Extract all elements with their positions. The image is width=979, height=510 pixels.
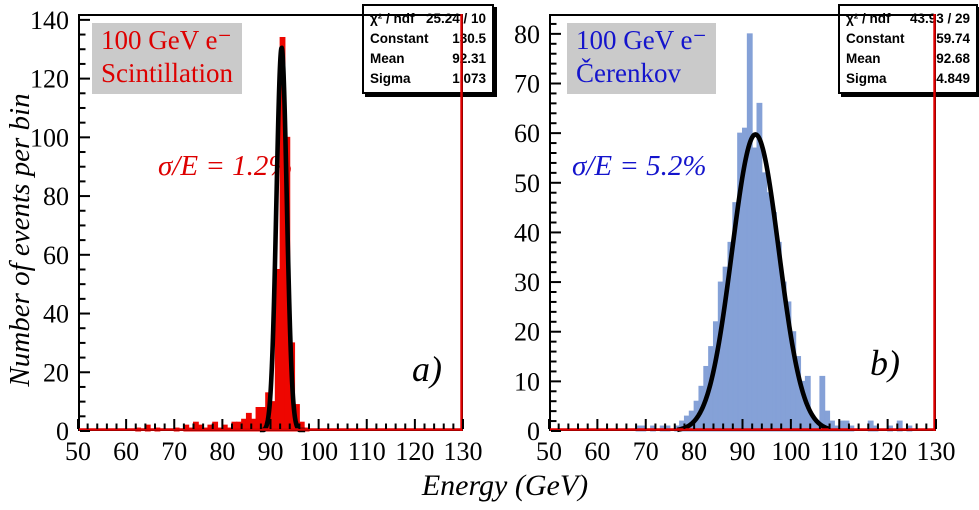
stats-row: Mean 92.68 <box>846 49 970 69</box>
x-tick-label: 70 <box>161 437 187 466</box>
y-tick-label: 10 <box>514 367 540 396</box>
x-tick-label: 100 <box>771 437 810 466</box>
y-tick-label: 60 <box>514 119 540 148</box>
panel-b-title-line2: Čerenkov <box>576 58 681 88</box>
x-tick-label: 120 <box>868 437 907 466</box>
histogram-bar <box>756 102 763 432</box>
x-axis-title: Energy (GeV) <box>421 469 589 502</box>
x-tick-label: 120 <box>395 437 434 466</box>
panel-b-letter-label: b) <box>870 343 900 383</box>
panel-b-title-box: 100 GeV e⁻ Čerenkov <box>567 23 716 94</box>
panel-b-resolution-annotation: σ/E = 5.2% <box>572 150 707 182</box>
y-tick-label: 40 <box>514 218 540 247</box>
stats-row: Sigma 4.849 <box>846 69 970 89</box>
y-tick-label: 20 <box>514 318 540 347</box>
y-tick-label: 40 <box>43 300 69 329</box>
histogram-bar <box>746 33 753 432</box>
y-tick-label: 50 <box>514 169 540 198</box>
stats-mean-value: 92.68 <box>936 51 970 66</box>
y-tick-label: 80 <box>514 20 540 49</box>
x-tick-label: 60 <box>584 437 610 466</box>
x-tick-label: 130 <box>917 437 956 466</box>
panel-b-plot: 50 60 70 80 90 100 110 120 130 0 10 20 30 40 50 60 70 80 <box>514 14 956 466</box>
x-tick-label: 110 <box>348 437 386 466</box>
gaussian-fit-curve <box>257 45 308 433</box>
y-tick-label: 30 <box>514 268 540 297</box>
y-tick-label: 60 <box>43 241 69 270</box>
y-tick-label: 70 <box>514 70 540 99</box>
y-tick-label: 140 <box>30 6 69 35</box>
x-tick-label: 90 <box>258 437 284 466</box>
x-tick-label: 90 <box>730 437 756 466</box>
y-tick-label: 0 <box>527 417 540 446</box>
x-tick-label: 100 <box>299 437 338 466</box>
x-tick-label: 50 <box>65 437 91 466</box>
panel-a-plot: 50 60 70 80 90 100 110 120 130 0 20 40 60 80 100 120 140 <box>30 6 483 466</box>
x-tick-label: 70 <box>633 437 659 466</box>
y-tick-label: 0 <box>56 417 69 446</box>
panel-a-letter-label: a) <box>412 349 442 389</box>
histogram-bar <box>751 147 758 432</box>
histogram-bar <box>766 192 773 432</box>
stats-constant-value: 59.74 <box>936 31 970 46</box>
histogram-bar <box>717 281 724 432</box>
x-tick-label: 60 <box>113 437 139 466</box>
y-tick-label: 120 <box>30 65 69 94</box>
histogram-bar <box>771 212 777 432</box>
y-tick-label: 20 <box>43 358 69 387</box>
panel-a-title-line1: 100 GeV e⁻ <box>101 25 232 55</box>
y-tick-label: 100 <box>30 123 69 152</box>
panel-a-resolution-annotation: σ/E = 1.2% <box>158 150 293 182</box>
x-tick-label: 80 <box>681 437 707 466</box>
panel-b-stats-box: χ² / ndf 43.93 / 29 Constant 59.74 Mean … <box>838 4 978 94</box>
stats-row: Constant 59.74 <box>846 29 970 49</box>
x-tick-label: 50 <box>536 437 562 466</box>
panel-a-title-line2: Scintillation <box>101 58 233 88</box>
x-tick-label: 130 <box>444 437 483 466</box>
gaussian-fit-curve <box>675 132 831 433</box>
stats-mean-label: Mean <box>846 51 881 66</box>
panel-a-title-box: 100 GeV e⁻ Scintillation <box>92 23 242 94</box>
stats-mean-label: Mean <box>370 51 405 66</box>
histogram-bar <box>761 172 768 432</box>
stats-sigma-label: Sigma <box>370 71 411 86</box>
stats-constant-label: Constant <box>370 31 429 46</box>
y-tick-label: 80 <box>43 182 69 211</box>
stats-constant-label: Constant <box>846 31 905 46</box>
x-tick-label: 110 <box>820 437 858 466</box>
x-tick-label: 80 <box>209 437 235 466</box>
panel-b-title-line1: 100 GeV e⁻ <box>576 25 707 55</box>
stats-sigma-value: 4.849 <box>936 71 970 86</box>
stats-sigma-label: Sigma <box>846 71 887 86</box>
